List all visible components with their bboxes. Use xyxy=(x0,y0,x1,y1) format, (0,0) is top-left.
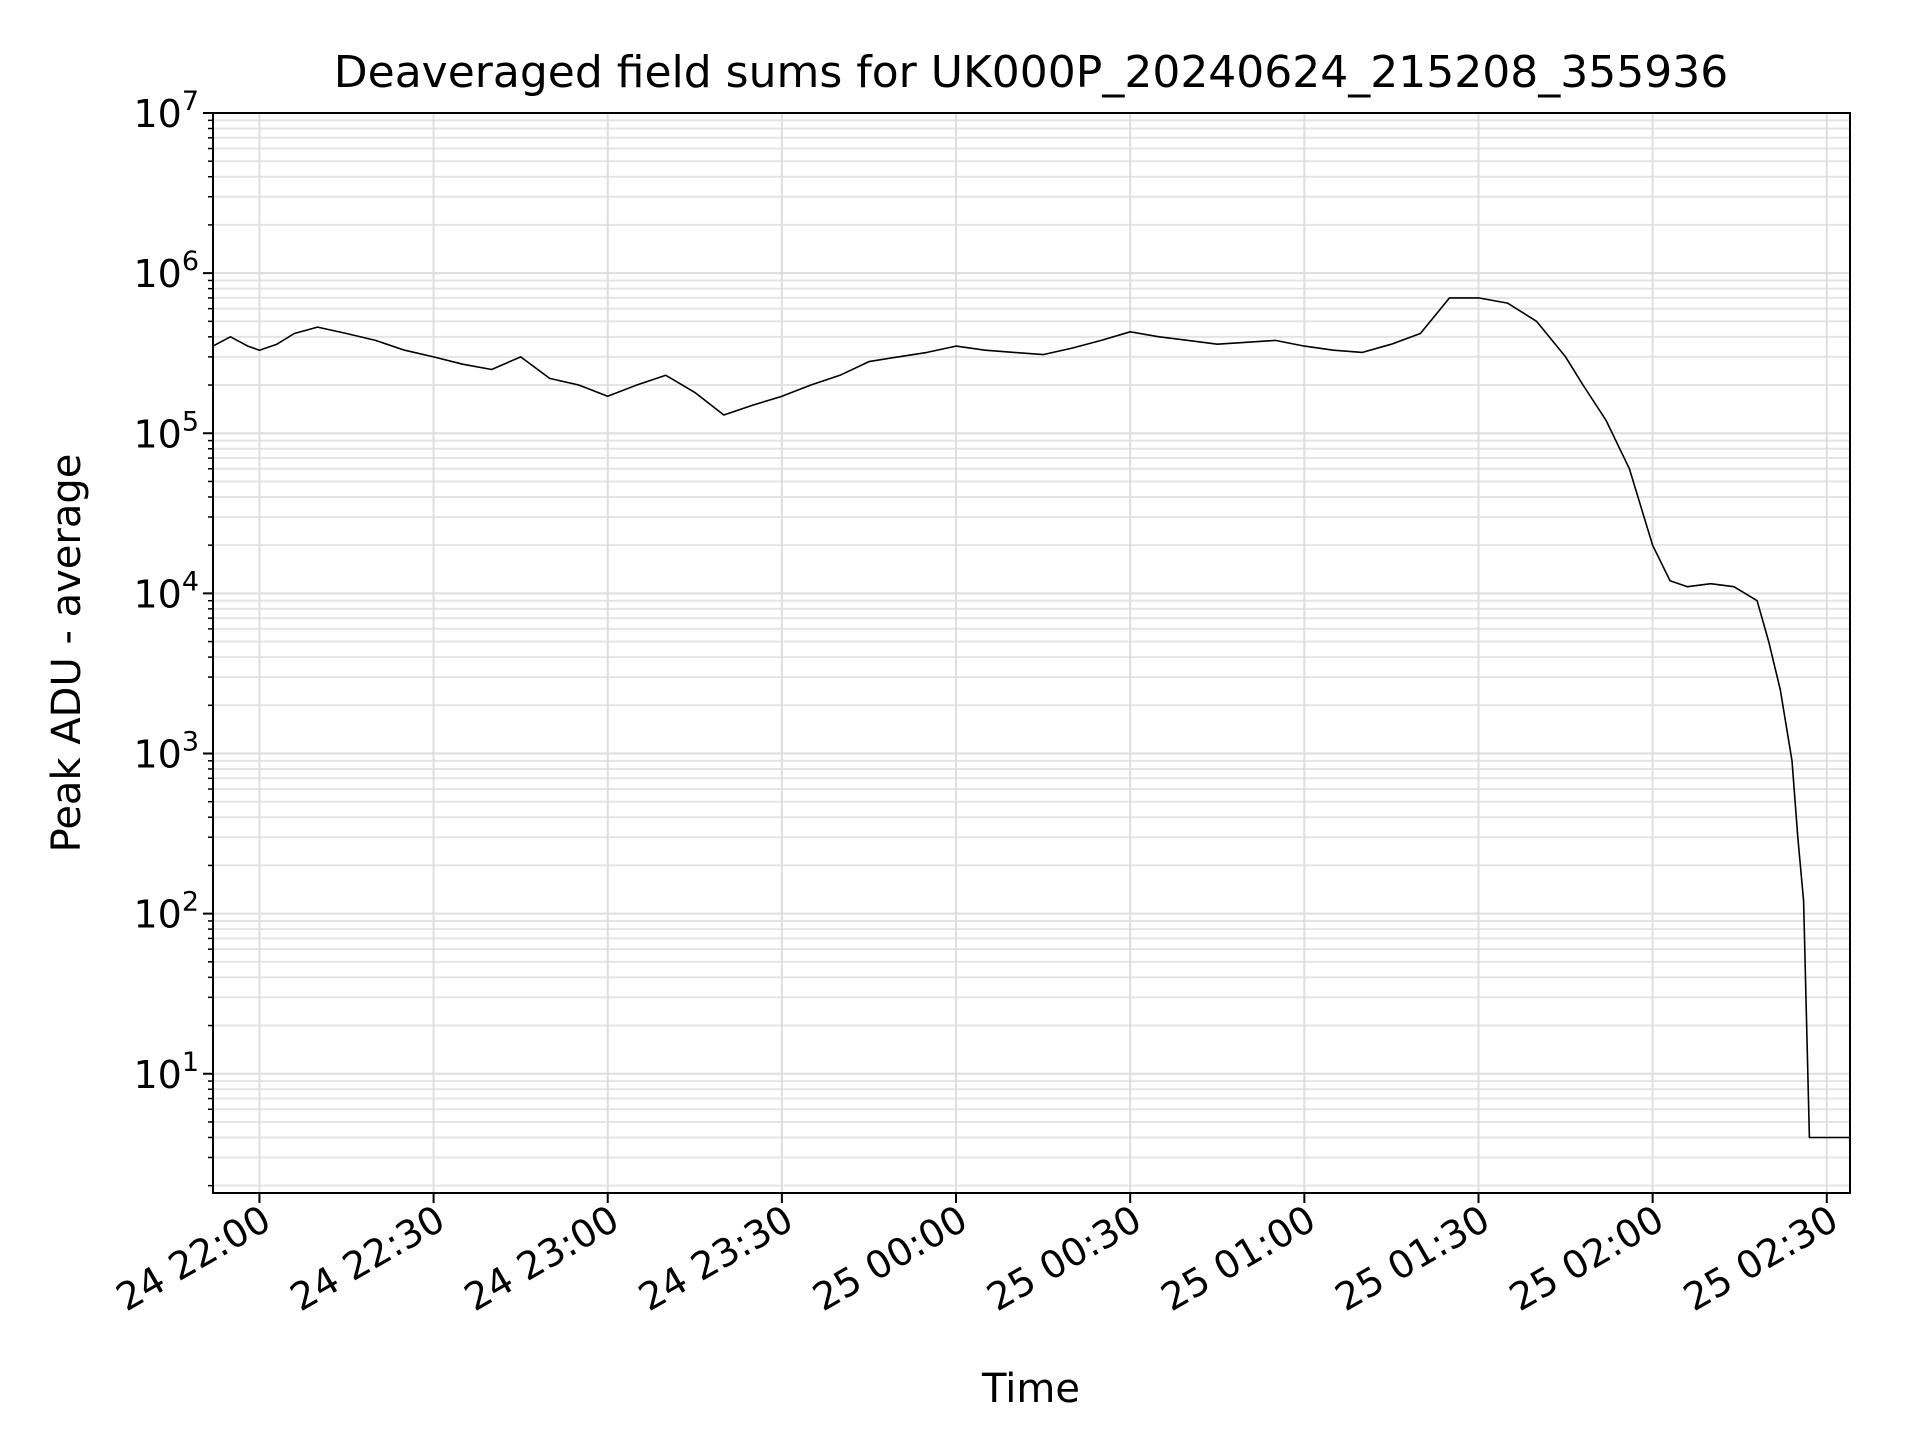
y-tick-exponent: 2 xyxy=(182,887,199,918)
y-tick-base: 10 xyxy=(133,733,181,777)
y-tick-base: 10 xyxy=(133,572,181,616)
y-tick-base: 10 xyxy=(133,92,181,136)
chart-title: Deaveraged field sums for UK000P_2024062… xyxy=(334,47,1728,98)
y-axis-label: Peak ADU - average xyxy=(44,454,90,853)
y-tick-label: 104 xyxy=(133,566,199,616)
y-tick-base: 10 xyxy=(133,893,181,937)
series-line xyxy=(212,297,1850,1139)
grid xyxy=(213,112,1850,1193)
y-tick-exponent: 4 xyxy=(182,566,199,597)
y-tick-base: 10 xyxy=(133,412,181,456)
y-tick-exponent: 7 xyxy=(182,86,199,117)
series-layer xyxy=(212,297,1850,1139)
y-tick-exponent: 1 xyxy=(182,1047,199,1078)
y-tick-base: 10 xyxy=(133,252,181,296)
x-axis-label: Time xyxy=(981,1366,1080,1412)
y-tick-label: 103 xyxy=(133,727,199,777)
y-tick-label: 102 xyxy=(133,887,199,937)
plot-frame xyxy=(212,112,1851,1194)
y-tick-exponent: 3 xyxy=(182,727,199,758)
y-tick-label: 105 xyxy=(133,406,199,456)
y-tick-label: 101 xyxy=(133,1047,199,1097)
y-tick-label: 107 xyxy=(133,86,199,136)
y-tick-base: 10 xyxy=(133,1053,181,1097)
y-tick-label: 106 xyxy=(133,246,199,296)
y-tick-exponent: 5 xyxy=(182,406,199,437)
y-tick-exponent: 6 xyxy=(182,246,199,277)
